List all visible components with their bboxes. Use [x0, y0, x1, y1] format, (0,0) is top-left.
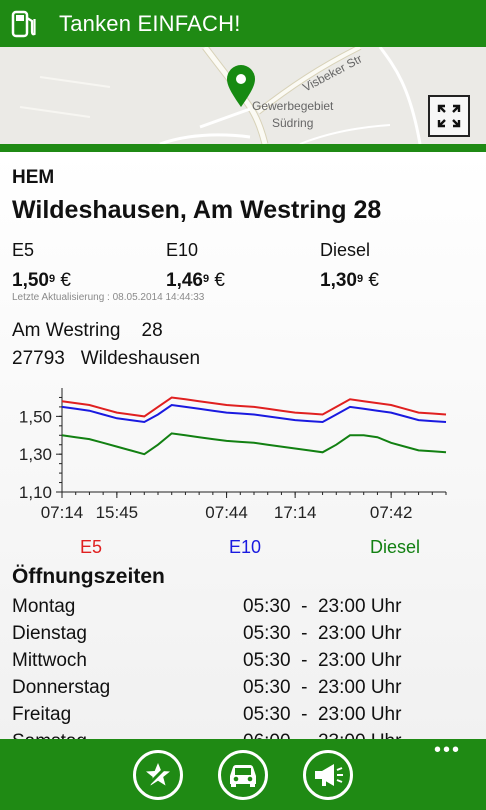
- fuel-price: 1,469 €: [166, 270, 225, 291]
- opening-hours-row: Montag 05:30 - 23:00 Uhr: [12, 596, 472, 622]
- opening-time: 05:30 - 23:00 Uhr: [243, 650, 402, 671]
- car-icon: [230, 765, 256, 787]
- opening-hours-row: Donnerstag 05:30 - 23:00 Uhr: [12, 677, 472, 703]
- opening-day: Samstag: [12, 731, 87, 739]
- opening-day: Dienstag: [12, 623, 87, 644]
- opening-day: Mittwoch: [12, 650, 87, 671]
- fuel-name: E5: [12, 240, 35, 260]
- address-city: Wildeshausen: [80, 348, 201, 369]
- series-line-diesel: [61, 432, 447, 456]
- fuel-e10: E10 1,469 €: [166, 240, 225, 292]
- opening-day: Freitag: [12, 704, 72, 725]
- report-button[interactable]: [303, 750, 353, 800]
- opening-hours-title: Öffnungszeiten: [12, 565, 165, 588]
- address-street: Am Westring: [12, 320, 121, 341]
- fuel-name: Diesel: [320, 240, 371, 260]
- map-preview[interactable]: Visbeker Str Gewerbegebiet Südring: [0, 47, 486, 144]
- title-bar: Tanken EINFACH!: [0, 0, 486, 47]
- station-brand: HEM: [12, 167, 55, 188]
- app-bar: •••: [0, 739, 486, 810]
- address-number: 28: [141, 320, 163, 341]
- opening-hours-row: Samstag 06:00 - 23:00 Uhr: [12, 731, 472, 739]
- map-label-area-name: Südring: [272, 116, 314, 130]
- station-details[interactable]: HEM Wildeshausen, Am Westring 28 E5 1,50…: [0, 152, 486, 739]
- map-label-area: Gewerbegebiet: [252, 99, 334, 113]
- series-line-e5: [61, 396, 447, 418]
- fuel-name: E10: [166, 240, 199, 260]
- fuel-price: 1,509 €: [12, 270, 71, 291]
- x-tick-label: 07:42: [370, 503, 413, 522]
- opening-time: 06:00 - 23:00 Uhr: [243, 731, 401, 739]
- megaphone-icon: [315, 764, 343, 786]
- opening-time: 05:30 - 23:00 Uhr: [243, 596, 402, 617]
- y-tick-label: 1,30: [19, 445, 52, 464]
- app-title: Tanken EINFACH!: [59, 10, 241, 36]
- opening-time: 05:30 - 23:00 Uhr: [243, 704, 402, 725]
- fuel-pump-icon: [11, 10, 36, 37]
- map-expand-button[interactable]: [428, 95, 470, 137]
- opening-day: Donnerstag: [12, 677, 111, 698]
- opening-time: 05:30 - 23:00 Uhr: [243, 623, 402, 644]
- address-city-line: 27793 Wildeshausen: [12, 348, 200, 370]
- legend-e10: E10: [229, 537, 262, 557]
- address-zip: 27793: [12, 348, 65, 369]
- legend-e5: E5: [80, 537, 103, 557]
- y-tick-label: 1,50: [19, 407, 52, 426]
- opening-hours-row: Mittwoch 05:30 - 23:00 Uhr: [12, 650, 472, 676]
- x-tick-label: 17:14: [274, 503, 317, 522]
- fuel-price: 1,309 €: [320, 270, 379, 291]
- more-menu-button[interactable]: •••: [434, 739, 462, 761]
- address-street-line: Am Westring 28: [12, 320, 163, 342]
- map-pin-icon: [227, 65, 255, 107]
- legend-diesel: Diesel: [370, 537, 421, 557]
- expand-icon: [437, 104, 461, 128]
- opening-hours-row: Dienstag 05:30 - 23:00 Uhr: [12, 623, 472, 649]
- last-updated: Letzte Aktualisierung : 08.05.2014 14:44…: [12, 292, 205, 303]
- favorite-button[interactable]: [133, 750, 183, 800]
- station-name: Wildeshausen, Am Westring 28: [12, 196, 382, 224]
- opening-hours-row: Freitag 05:30 - 23:00 Uhr: [12, 704, 472, 730]
- x-tick-label: 07:14: [41, 503, 84, 522]
- favorite-star-icon: [146, 763, 170, 786]
- header-divider: [0, 144, 486, 152]
- map-roads: [0, 47, 486, 144]
- x-tick-label: 15:45: [96, 503, 139, 522]
- series-line-e10: [61, 403, 447, 424]
- fuel-e5: E5 1,509 €: [12, 240, 71, 292]
- navigate-button[interactable]: [218, 750, 268, 800]
- opening-day: Montag: [12, 596, 76, 617]
- y-tick-label: 1,10: [19, 483, 52, 502]
- opening-time: 05:30 - 23:00 Uhr: [243, 677, 402, 698]
- x-tick-label: 07:44: [205, 503, 248, 522]
- fuel-diesel: Diesel 1,309 €: [320, 240, 379, 292]
